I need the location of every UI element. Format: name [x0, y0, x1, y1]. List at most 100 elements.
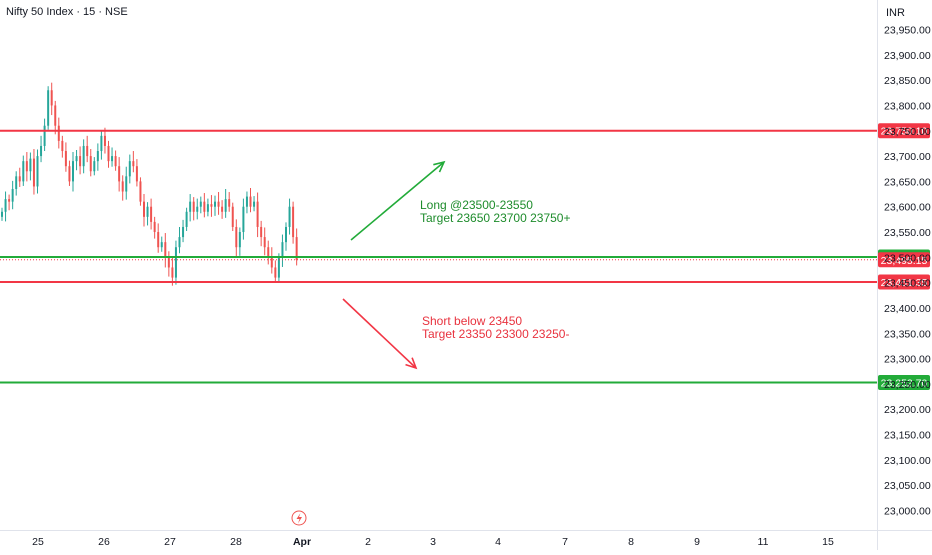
- candle-body: [235, 226, 238, 248]
- candle-body: [270, 257, 273, 268]
- trade-arrows: [342, 160, 446, 370]
- candle-body: [203, 201, 206, 212]
- candle-body: [224, 199, 227, 212]
- price-tick-label: 23,350.00: [884, 328, 931, 340]
- candle-body: [32, 158, 35, 187]
- price-tick-label: 23,500.00: [884, 252, 931, 264]
- candle-body: [25, 161, 28, 172]
- short-annotation-line1[interactable]: Short below 23450: [422, 314, 522, 328]
- candle-body: [174, 247, 177, 278]
- candle-body: [228, 199, 231, 207]
- candle-body: [285, 226, 287, 243]
- short-arrow[interactable]: [342, 298, 417, 369]
- candle-body: [54, 105, 57, 126]
- candle-body: [15, 176, 18, 189]
- lightning-icon: [296, 513, 302, 524]
- candle-body: [295, 237, 298, 260]
- candle-body: [178, 237, 181, 248]
- candle-body: [199, 201, 202, 207]
- candle-body: [64, 151, 67, 167]
- short-annotation-line2[interactable]: Target 23350 23300 23250-: [422, 327, 569, 341]
- time-tick-label: 28: [230, 536, 242, 548]
- candle-body: [256, 201, 259, 227]
- time-tick-label: 26: [98, 536, 110, 548]
- candle-body: [260, 226, 263, 238]
- time-tick-label: 9: [694, 536, 700, 548]
- candle-body: [118, 166, 121, 182]
- price-tick-label: 23,150.00: [884, 430, 931, 442]
- long-arrow[interactable]: [350, 161, 445, 241]
- candles: [1, 82, 298, 286]
- price-tick-label: 23,550.00: [884, 227, 931, 239]
- candle-body: [249, 196, 252, 207]
- price-tick-label: 23,100.00: [884, 455, 931, 467]
- last-price-price-badge: [878, 252, 930, 268]
- candle-body: [82, 145, 85, 167]
- candle-body: [111, 156, 114, 162]
- candle-body: [267, 247, 270, 258]
- candle-body: [1, 211, 3, 217]
- candle-body: [153, 221, 156, 233]
- long-annotation-line2[interactable]: Target 23650 23700 23750+: [420, 211, 570, 225]
- candle-body: [206, 204, 209, 212]
- candle-body: [135, 166, 138, 182]
- candle-body: [143, 201, 145, 217]
- candle-body: [288, 206, 291, 227]
- price-tick-label: 23,700.00: [884, 151, 931, 163]
- short-trigger-price-badge: [878, 274, 930, 290]
- candle-body: [11, 188, 14, 202]
- price-tick-label: 23,200.00: [884, 404, 931, 416]
- time-tick-label: 4: [495, 536, 501, 548]
- price-tick-label: 23,850.00: [884, 75, 931, 87]
- candle-body: [171, 267, 174, 278]
- candle-body: [196, 206, 199, 212]
- candle-body: [242, 206, 245, 233]
- long-annotation-line1[interactable]: Long @23500-23550: [420, 198, 533, 212]
- price-tick-label: 23,450.00: [884, 278, 931, 290]
- price-tick-label: 23,800.00: [884, 100, 931, 112]
- candle-body: [210, 204, 213, 207]
- candle-body: [40, 145, 43, 157]
- candle-body: [125, 176, 128, 192]
- candle-body: [61, 140, 64, 152]
- candle-body: [192, 201, 195, 212]
- candle-body: [36, 156, 39, 187]
- candle-body: [164, 242, 167, 258]
- resistance-price-badge: [878, 123, 930, 139]
- candle-body: [214, 201, 216, 207]
- short-arrow-head: [405, 357, 418, 370]
- time-tick-label: 8: [628, 536, 634, 548]
- price-tick-label: 23,300.00: [884, 354, 931, 366]
- candle-body: [292, 206, 295, 238]
- candle-body: [139, 181, 142, 202]
- candle-body: [150, 206, 153, 222]
- candle-body: [114, 156, 117, 167]
- candle-body: [182, 226, 185, 238]
- candle-body: [22, 161, 25, 182]
- candle-body: [89, 156, 92, 172]
- time-tick-label: 25: [32, 536, 44, 548]
- short-trigger-price-label: 23,451.35: [881, 277, 928, 289]
- price-tick-label: 23,650.00: [884, 176, 931, 188]
- time-tick-label: 2: [365, 536, 371, 548]
- candle-body: [274, 267, 277, 278]
- candle-body: [72, 161, 74, 182]
- currency-label[interactable]: INR: [886, 7, 905, 19]
- candle-body: [221, 206, 224, 212]
- candle-body: [132, 161, 135, 167]
- candle-body: [107, 145, 110, 162]
- price-tick-label: 23,250.00: [884, 379, 931, 391]
- candle-body: [263, 237, 266, 248]
- candle-body: [121, 181, 124, 192]
- candle-body: [167, 257, 170, 268]
- candle-body: [281, 242, 284, 258]
- candle-body: [79, 156, 82, 167]
- candle-body: [245, 196, 248, 207]
- time-tick-label: 7: [562, 536, 568, 548]
- price-tick-label: 23,950.00: [884, 25, 931, 37]
- candle-body: [29, 158, 32, 172]
- time-tick-label: 27: [164, 536, 176, 548]
